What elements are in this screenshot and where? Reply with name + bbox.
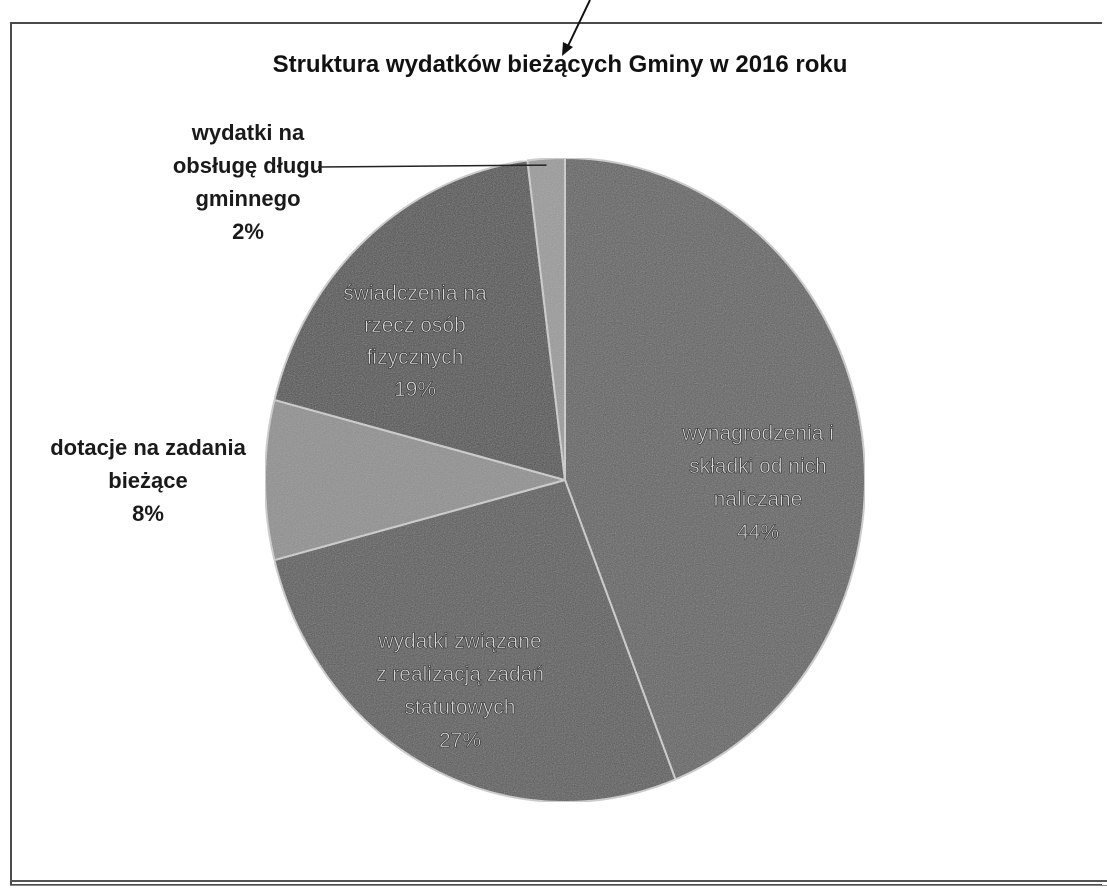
- slice-category-label: fizycznych: [367, 346, 464, 369]
- slice-percent-label: 27%: [439, 729, 481, 752]
- slice-category-label: gminnego: [195, 186, 300, 211]
- pie-slice: [564, 156, 866, 781]
- slice-category-label: z realizacją zadań: [376, 663, 544, 686]
- slice-percent-label: 44%: [737, 521, 779, 544]
- slice-percent-label: 19%: [394, 378, 436, 401]
- pie-slice: [264, 398, 569, 562]
- slice-category-label: wydatki związane: [377, 630, 541, 653]
- slice-category-label: wydatki na: [191, 120, 305, 145]
- chart-title: Struktura wydatków bieżących Gminy w 201…: [273, 51, 848, 78]
- pie-slice: [273, 478, 677, 803]
- slice-category-label: dotacje na zadania: [50, 435, 246, 460]
- slice-category-label: obsługę długu: [173, 153, 323, 178]
- pie-slices: [264, 156, 866, 803]
- slice-category-label: bieżące: [108, 468, 188, 493]
- slice-category-label: naliczane: [714, 488, 803, 511]
- slice-percent-label: 2%: [232, 219, 264, 244]
- pie-slice: [273, 159, 567, 482]
- slice-category-label: składki od nich: [689, 455, 827, 478]
- arrow-annotation: [562, 0, 591, 56]
- slice-category-label: świadczenia na: [343, 282, 487, 305]
- slice-category-label: rzecz osób: [364, 314, 466, 337]
- slice-category-label: wynagrodzenia i: [681, 422, 834, 445]
- slice-percent-label: 8%: [132, 501, 164, 526]
- chart-bottom-edge: [10, 880, 1107, 886]
- leader-line: [317, 164, 547, 168]
- slice-category-label: statutowych: [405, 696, 516, 719]
- pie-labels: wynagrodzenia i składki od nich naliczane 4…: [50, 120, 834, 752]
- pie-slice: [526, 156, 566, 481]
